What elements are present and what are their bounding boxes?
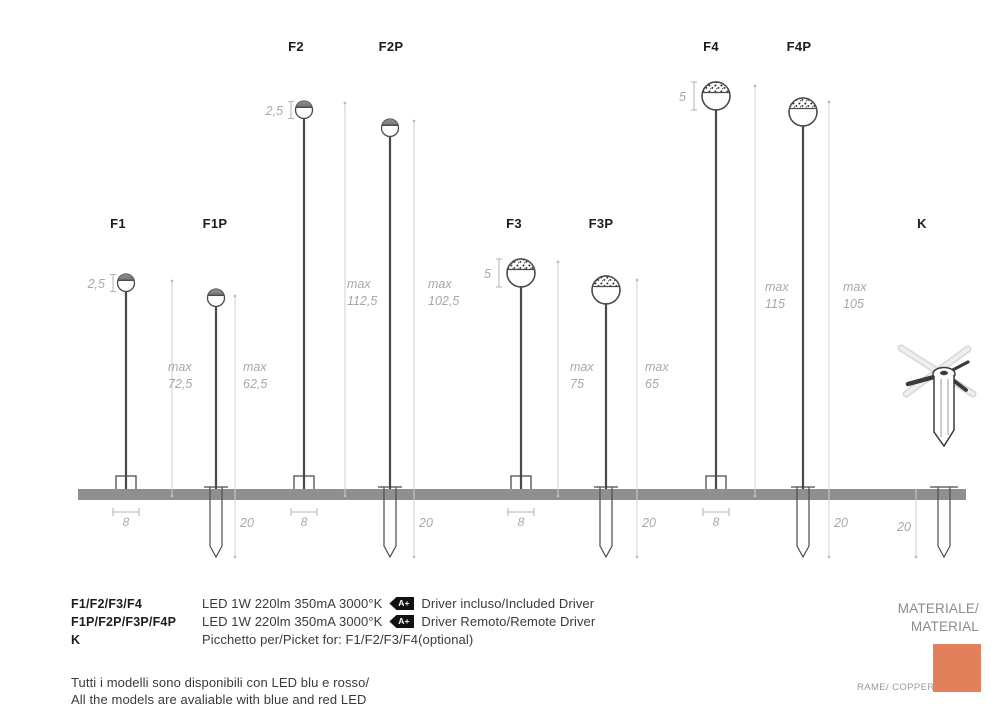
legend-code: F1/F2/F3/F4 — [71, 597, 142, 611]
ground-line — [78, 489, 966, 500]
model-label-F2P: F2P — [379, 39, 404, 54]
depth-F2P: 20 — [418, 516, 433, 530]
max-dim-F2P: max 102,5 — [428, 277, 459, 308]
legend-description: LED 1W 220lm 350mA 3000°K A+ Driver incl… — [202, 596, 594, 611]
base-width-F3: 8 — [518, 515, 525, 529]
max-value-F2P: 102,5 — [428, 294, 459, 308]
max-word-F2P: max — [428, 277, 452, 291]
legend-code: F1P/F2P/F3P/F4P — [71, 615, 177, 629]
legend-description: LED 1W 220lm 350mA 3000°K A+ Driver Remo… — [202, 614, 595, 629]
max-word-F1: max — [168, 360, 192, 374]
legend-row: F1/F2/F3/F4 LED 1W 220lm 350mA 3000°K A+… — [71, 596, 691, 611]
max-dim-F1: max 72,5 — [168, 360, 192, 391]
max-dim-F3: max 75 — [570, 360, 594, 391]
figure-F3 — [496, 258, 560, 516]
material-swatch-caption: RAME/ COPPER — [857, 682, 935, 693]
figure-F2 — [288, 100, 347, 516]
legend-spec: Picchetto per/Picket for: F1/F2/F3/F4(op… — [202, 632, 474, 647]
figure-F1P — [204, 288, 237, 559]
max-word-F3: max — [570, 360, 594, 374]
figure-F2P — [378, 118, 416, 559]
model-label-K: K — [917, 216, 927, 231]
max-value-F4P: 105 — [843, 297, 864, 311]
depth-F4P: 20 — [833, 516, 848, 530]
legend-code: K — [71, 633, 81, 647]
max-dim-F4: max 115 — [765, 280, 789, 311]
max-value-F1: 72,5 — [168, 377, 192, 391]
legend-spec: LED 1W 220lm 350mA 3000°K — [202, 614, 383, 629]
depth-F3P: 20 — [641, 516, 656, 530]
model-label-F2: F2 — [288, 39, 304, 54]
figure-F1 — [110, 273, 174, 516]
figure-F3P — [591, 275, 639, 559]
figure-F4P — [788, 97, 831, 559]
base-width-F1: 8 — [123, 515, 130, 529]
max-value-F4: 115 — [765, 297, 785, 311]
max-value-F1P: 62,5 — [243, 377, 267, 391]
figure-K — [897, 344, 977, 559]
availability-note: Tutti i modelli sono disponibili con LED… — [71, 674, 369, 709]
base-width-F2: 8 — [301, 515, 308, 529]
material-heading-line-1: MATERIALE/ — [897, 601, 979, 616]
legend-row: F1P/F2P/F3P/F4P LED 1W 220lm 350mA 3000°… — [71, 614, 691, 629]
legend-driver: Driver incluso/Included Driver — [421, 596, 595, 611]
max-word-F4P: max — [843, 280, 867, 294]
head-dim-F1: 2,5 — [87, 277, 105, 291]
max-dim-F1P: max 62,5 — [243, 360, 267, 391]
model-label-F1P: F1P — [203, 216, 228, 231]
max-word-F3P: max — [645, 360, 669, 374]
max-word-F1P: max — [243, 360, 267, 374]
model-label-F4: F4 — [703, 39, 719, 54]
legend-driver: Driver Remoto/Remote Driver — [421, 614, 596, 629]
max-word-F2: max — [347, 277, 371, 291]
material-swatch-copper — [933, 644, 981, 692]
model-label-F4P: F4P — [787, 39, 812, 54]
energy-label-icon: A+ — [389, 615, 415, 628]
model-label-F3: F3 — [506, 216, 522, 231]
note-line-1: Tutti i modelli sono disponibili con LED… — [71, 675, 370, 690]
max-dim-F3P: max 65 — [645, 360, 669, 391]
model-label-F1: F1 — [110, 216, 126, 231]
legend-row: K Picchetto per/Picket for: F1/F2/F3/F4(… — [71, 632, 691, 647]
depth-K: 20 — [896, 520, 911, 534]
figure-F4 — [691, 81, 757, 516]
max-dim-F2: max 112,5 — [347, 277, 377, 308]
max-word-F4: max — [765, 280, 789, 294]
legend-spec: LED 1W 220lm 350mA 3000°K — [202, 596, 383, 611]
base-width-F4: 8 — [713, 515, 720, 529]
energy-label-icon: A+ — [389, 597, 415, 610]
head-dim-F2: 2,5 — [265, 104, 283, 118]
max-value-F3: 75 — [570, 377, 584, 391]
max-dim-F4P: max 105 — [843, 280, 867, 311]
legend: F1/F2/F3/F4 LED 1W 220lm 350mA 3000°K A+… — [71, 596, 691, 650]
legend-description: Picchetto per/Picket for: F1/F2/F3/F4(op… — [202, 632, 473, 647]
max-value-F3P: 65 — [645, 377, 659, 391]
picket-illustration — [897, 344, 977, 448]
depth-F1P: 20 — [239, 516, 254, 530]
note-line-2: All the models are avaliable with blue a… — [71, 692, 367, 708]
head-dim-F3: 5 — [484, 267, 491, 281]
material-heading: MATERIALE/ MATERIAL — [898, 600, 979, 635]
head-dim-F4: 5 — [679, 90, 686, 104]
material-heading-line-2: MATERIAL — [910, 618, 979, 634]
model-label-F3P: F3P — [589, 216, 614, 231]
max-value-F2: 112,5 — [347, 294, 377, 308]
